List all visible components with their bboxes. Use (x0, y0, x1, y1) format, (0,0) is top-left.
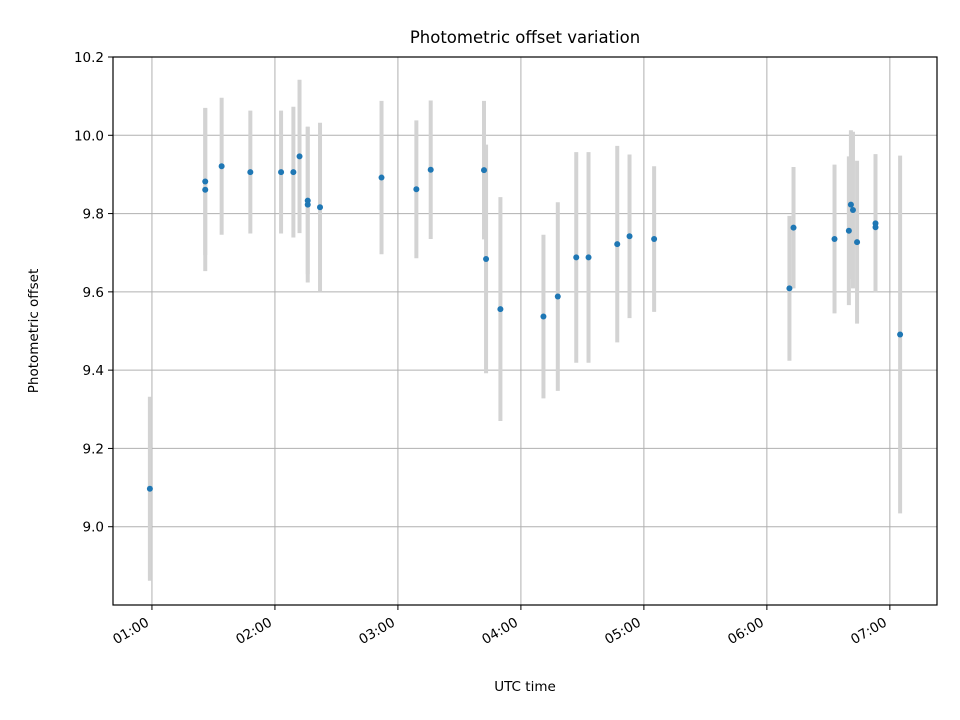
data-point (540, 313, 547, 320)
data-point (845, 227, 852, 234)
data-point (218, 163, 225, 170)
y-tick-label: 9.4 (83, 363, 104, 379)
y-tick-label: 9.0 (83, 520, 104, 536)
y-tick-label: 9.8 (83, 207, 104, 223)
data-point (317, 204, 324, 211)
plot-frame (112, 56, 938, 606)
data-point (202, 186, 209, 193)
data-point (849, 207, 856, 214)
data-point (146, 485, 153, 492)
data-point (413, 186, 420, 193)
data-point (554, 293, 561, 300)
y-axis-ticks: 9.0 9.2 9.4 9.6 9.8 10.0 10.2 (74, 50, 113, 536)
data-point (831, 236, 838, 243)
data-point (651, 236, 658, 243)
data-point (202, 178, 209, 185)
data-point (247, 169, 254, 176)
y-tick-label: 10.0 (74, 128, 104, 144)
data-point (585, 254, 592, 261)
data-point (786, 285, 793, 292)
data-point (378, 174, 385, 181)
x-axis-label: UTC time (494, 679, 556, 695)
data-point (497, 306, 504, 313)
data-point (483, 255, 490, 262)
y-tick-label: 10.2 (74, 50, 104, 66)
data-point (847, 201, 854, 208)
data-point (614, 241, 621, 248)
data-point (304, 201, 311, 208)
data-point (296, 153, 303, 160)
data-point (278, 169, 285, 176)
data-point (872, 224, 879, 231)
data-point (481, 167, 488, 174)
data-point (854, 239, 861, 246)
chart-title: Photometric offset variation (410, 28, 640, 47)
data-point (626, 233, 633, 240)
data-point (290, 169, 297, 176)
y-axis-label: Photometric offset (26, 269, 42, 393)
y-tick-label: 9.6 (83, 285, 104, 301)
data-point (897, 331, 904, 338)
data-point (790, 224, 797, 231)
data-point (427, 166, 434, 173)
data-point (573, 254, 580, 261)
y-tick-label: 9.2 (83, 441, 104, 457)
data-points (146, 153, 904, 492)
